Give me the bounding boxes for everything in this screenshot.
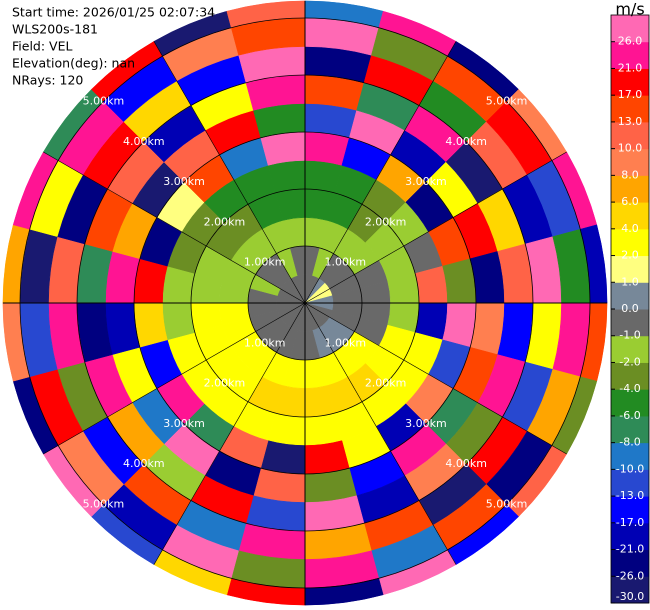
range-ring <box>190 188 420 418</box>
colorbar-tick-label: -17.0 <box>616 516 644 529</box>
colorbar-tick-label: -30.0 <box>616 590 644 603</box>
range-ring-label: 5.00km <box>486 94 528 107</box>
info-line: NRays: 120 <box>12 73 83 88</box>
colorbar-tick-label: -4.0 <box>619 382 640 395</box>
colorbar-tick-label: 1.0 <box>621 275 639 288</box>
colorbar-tick-label: 2.0 <box>621 249 639 262</box>
range-ring-label: 3.00km <box>405 175 447 188</box>
range-ring <box>19 17 591 589</box>
velocity-cell <box>133 258 168 304</box>
range-ring-label: 2.00km <box>365 215 407 228</box>
colorbar-tick-label: 4.0 <box>621 222 639 235</box>
colorbar-bin <box>611 175 649 203</box>
colorbar-bin <box>611 415 649 444</box>
spoke <box>304 302 567 455</box>
spoke <box>304 151 567 304</box>
range-ring <box>133 131 477 475</box>
range-ring <box>76 74 534 532</box>
colorbar-tick-label: -2.0 <box>619 355 640 368</box>
range-ring-label: 4.00km <box>123 457 165 470</box>
range-ring-label: 3.00km <box>163 417 205 430</box>
colorbar-tick-label: 0.0 <box>621 302 639 315</box>
colorbar-bin <box>611 68 649 96</box>
velocity-cell <box>304 440 350 475</box>
colorbar-tick-label: -8.0 <box>619 436 640 449</box>
range-ring-label: 2.00km <box>204 377 246 390</box>
colorbar-bin <box>611 228 649 257</box>
velocity-cell <box>133 302 168 348</box>
colorbar-bin <box>611 442 649 470</box>
colorbar-tick-label: 26.0 <box>618 35 643 48</box>
colorbar-tick-label: 21.0 <box>618 61 643 74</box>
colorbar-tick-label: -1.0 <box>619 329 640 342</box>
range-ring-label: 4.00km <box>123 135 165 148</box>
colorbar-tick-label: 17.0 <box>618 88 643 101</box>
range-ring-label: 3.00km <box>405 417 447 430</box>
colorbar-tick-label: -21.0 <box>616 543 644 556</box>
colorbar-bin <box>611 469 649 497</box>
colorbar-label: m/s <box>615 0 644 19</box>
velocity-cell <box>260 131 306 166</box>
ppi-field <box>2 0 608 606</box>
colorbar-bin <box>611 282 649 310</box>
spoke <box>153 302 306 565</box>
info-line: Start time: 2026/01/25 02:07:34 <box>12 5 215 20</box>
info-line: Field: VEL <box>12 39 72 54</box>
colorbar-bin <box>611 15 649 43</box>
colorbar-bin <box>611 309 649 337</box>
velocity-cell <box>260 440 306 475</box>
colorbar-tick-label: -6.0 <box>619 409 640 422</box>
colorbar-tick-label: 6.0 <box>621 195 639 208</box>
colorbar-bin <box>611 202 649 230</box>
colorbar-frame <box>610 14 650 604</box>
colorbar-bin <box>611 549 649 577</box>
info-line: WLS200s-181 <box>12 22 98 37</box>
overlay: 1.00km 1.00km 1.00km 1.00km 2.00km 2.00km 2.00… <box>2 0 608 606</box>
colorbar-bin <box>611 496 649 524</box>
range-ring <box>247 245 363 361</box>
range-ring-label: 1.00km <box>325 256 367 269</box>
colorbar-tick-label: -10.0 <box>616 462 644 475</box>
velocity-cell <box>442 302 477 348</box>
spoke <box>43 302 306 455</box>
range-ring-label: 4.00km <box>445 135 487 148</box>
range-ring-label: 2.00km <box>204 215 246 228</box>
colorbar-bin <box>611 522 649 551</box>
info-line: Elevation(deg): nan <box>12 56 135 71</box>
colorbar: -30.0 -26.0 -21.0 -17.0 -13.0 -10.0 -8.0 -6.0 -4… <box>610 14 650 604</box>
velocity-cell <box>442 258 477 304</box>
colorbar-bin <box>611 148 649 176</box>
range-ring-label: 4.00km <box>445 457 487 470</box>
colorbar-bin <box>611 576 649 604</box>
range-ring-label: 1.00km <box>325 336 367 349</box>
colorbar-bin <box>611 41 649 69</box>
range-ring-label: 5.00km <box>83 94 125 107</box>
colorbar-bin <box>611 95 649 123</box>
spoke <box>43 151 306 304</box>
colorbar-tick-label: 10.0 <box>618 142 643 155</box>
colorbar-bin <box>611 255 649 283</box>
colorbar-tick-label: 8.0 <box>621 168 639 181</box>
range-ring-label: 2.00km <box>365 377 407 390</box>
colorbar-bin <box>611 389 649 417</box>
velocity-cell <box>304 131 350 166</box>
colorbar-tick-label: -26.0 <box>616 569 644 582</box>
range-ring-label: 5.00km <box>83 498 125 511</box>
spoke <box>304 302 457 565</box>
colorbar-bin <box>611 335 649 363</box>
spoke <box>153 41 306 304</box>
range-ring-label: 5.00km <box>486 498 528 511</box>
range-ring-label: 1.00km <box>244 336 286 349</box>
colorbar-bin <box>611 121 649 150</box>
colorbar-tick-label: 13.0 <box>618 115 643 128</box>
spoke <box>304 41 457 304</box>
colorbar-bin <box>611 362 649 390</box>
range-ring-label: 1.00km <box>244 256 286 269</box>
range-ring-label: 3.00km <box>163 175 205 188</box>
colorbar-tick-label: -13.0 <box>616 489 644 502</box>
